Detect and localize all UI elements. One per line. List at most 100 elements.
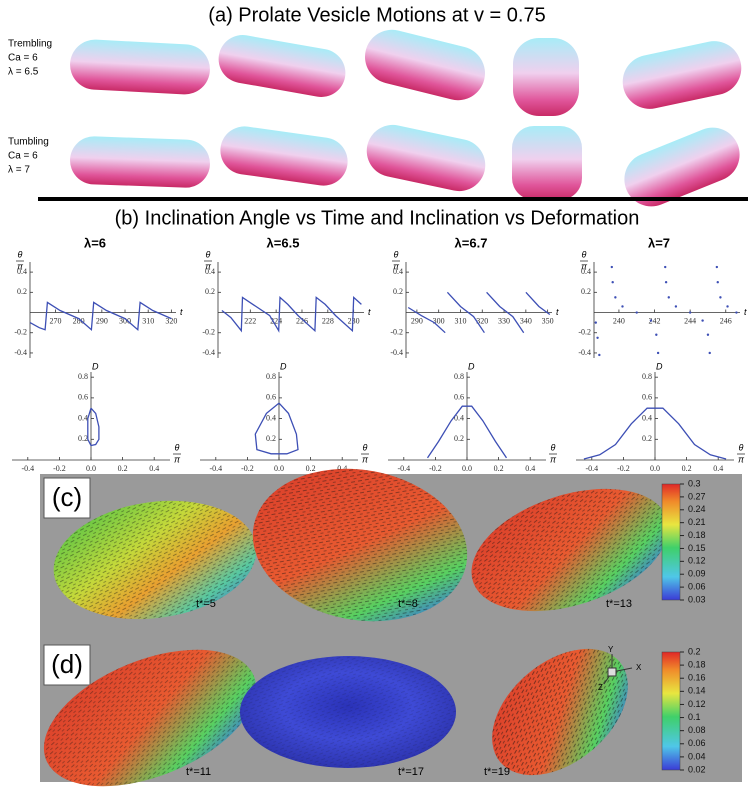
axis-label: π (393, 261, 400, 271)
point (674, 305, 678, 308)
point (649, 319, 653, 322)
colorbar-label: 0.09 (688, 569, 706, 579)
x-tick-label: 226 (296, 316, 308, 325)
y-tick-label: 0.8 (266, 372, 276, 381)
point (614, 296, 617, 299)
vesicle (513, 38, 579, 116)
colorbar-label: 0.21 (688, 517, 706, 527)
point (598, 353, 601, 357)
y-tick-label: 0.4 (454, 413, 464, 422)
plot-label: λ=7 (648, 235, 670, 250)
curve (87, 407, 100, 447)
colorbar-label: 0.1 (688, 712, 701, 722)
axis-label: θ (18, 249, 23, 259)
x-tick-label: 310 (142, 316, 154, 325)
y-tick-label: 0.4 (17, 267, 27, 276)
colorbar-label: 0.12 (688, 556, 706, 566)
colorbar-label: 0.08 (688, 725, 706, 735)
x-tick-label: 290 (96, 316, 108, 325)
x-tick-label: -0.2 (617, 464, 630, 473)
x-tick-label: 300 (119, 316, 131, 325)
point (621, 305, 624, 308)
x-tick-label: 320 (165, 316, 177, 325)
y-tick-label: 0.2 (78, 434, 88, 443)
x-tick-label: 0.4 (525, 464, 535, 473)
point (664, 281, 668, 284)
plot-label: λ=6.7 (455, 235, 488, 250)
time-label: t*=19 (484, 766, 510, 778)
axis-label: Y (608, 645, 614, 654)
point (706, 333, 710, 336)
colorbars: 0.3 0.27 0.24 0.21 0.18 0.15 0.12 0.09 0.06 0.03 0… (661, 478, 706, 774)
x-tick-label: 340 (520, 316, 532, 325)
x-tick-label: -0.2 (241, 464, 254, 473)
curve (221, 295, 362, 333)
point (594, 321, 597, 324)
x-tick-label: 0.0 (462, 464, 472, 473)
axis-label: θ (739, 442, 744, 452)
vectors (53, 500, 257, 620)
point (656, 351, 660, 355)
colorbar-label: 0.15 (688, 543, 706, 553)
panel-label: (d) (51, 649, 83, 679)
y-tick-label: 0.4 (393, 267, 403, 276)
x-tick-label: 300 (433, 316, 445, 325)
axis-label: π (17, 261, 24, 271)
curve (583, 407, 727, 460)
label-box (43, 477, 91, 519)
point (716, 281, 719, 284)
x-tick-label: 240 (613, 316, 625, 325)
divider (38, 197, 748, 201)
point (688, 311, 692, 314)
y-tick-label: 0.2 (17, 287, 27, 296)
x-tick-label: 0.2 (682, 464, 692, 473)
axis-label: θ (394, 249, 399, 259)
time-label: t*=11 (186, 766, 211, 778)
y-tick-label: -0.2 (578, 328, 591, 337)
y-tick-label: 0.4 (78, 413, 88, 422)
plot-label: λ=6.5 (267, 235, 300, 250)
y-tick-label: -0.4 (202, 348, 215, 357)
x-tick-label: 228 (322, 316, 334, 325)
x-tick-label: 224 (270, 316, 282, 325)
y-tick-label: -0.2 (202, 328, 215, 337)
vectors (252, 468, 468, 622)
vectors (240, 656, 456, 768)
y-tick-label: 0.4 (205, 267, 215, 276)
point (735, 311, 738, 314)
x-tick-label: 242 (649, 316, 661, 325)
point (708, 351, 711, 355)
axis-label: θ (551, 442, 556, 452)
x-tick-label: 280 (73, 316, 85, 325)
axis-label: t (744, 307, 747, 317)
x-tick-label: 0.0 (650, 464, 660, 473)
axis-label: t (180, 307, 183, 317)
y-tick-label: 0.8 (642, 372, 652, 381)
y-tick-label: 0.4 (642, 413, 652, 422)
axis-label: D (92, 361, 99, 371)
vesicle (366, 124, 486, 192)
colorbar-label: 0.16 (688, 673, 706, 683)
colorbar-label: 0.18 (688, 530, 706, 540)
axis-label: t (556, 307, 559, 317)
row-label: λ = 7 (8, 165, 30, 176)
point (664, 265, 667, 269)
colorbar-label: 0.06 (688, 738, 706, 748)
colorbar (661, 483, 681, 601)
point (715, 265, 719, 269)
surfaces (43, 468, 669, 787)
point (596, 336, 599, 339)
x-tick-label: 0.2 (118, 464, 128, 473)
y-tick-label: 0.8 (78, 372, 88, 381)
x-tick-label: -0.4 (21, 464, 34, 473)
axis-label: π (738, 454, 745, 464)
axis-label: π (174, 454, 181, 464)
colorbar-label: 0.12 (688, 699, 706, 709)
x-tick-label: -0.4 (209, 464, 222, 473)
label-box (43, 644, 91, 686)
x-tick-label: 0.0 (274, 464, 284, 473)
vectors (492, 648, 628, 776)
panel-a-title: (a) Prolate Vesicle Motions at v = 0.75 (208, 4, 545, 26)
